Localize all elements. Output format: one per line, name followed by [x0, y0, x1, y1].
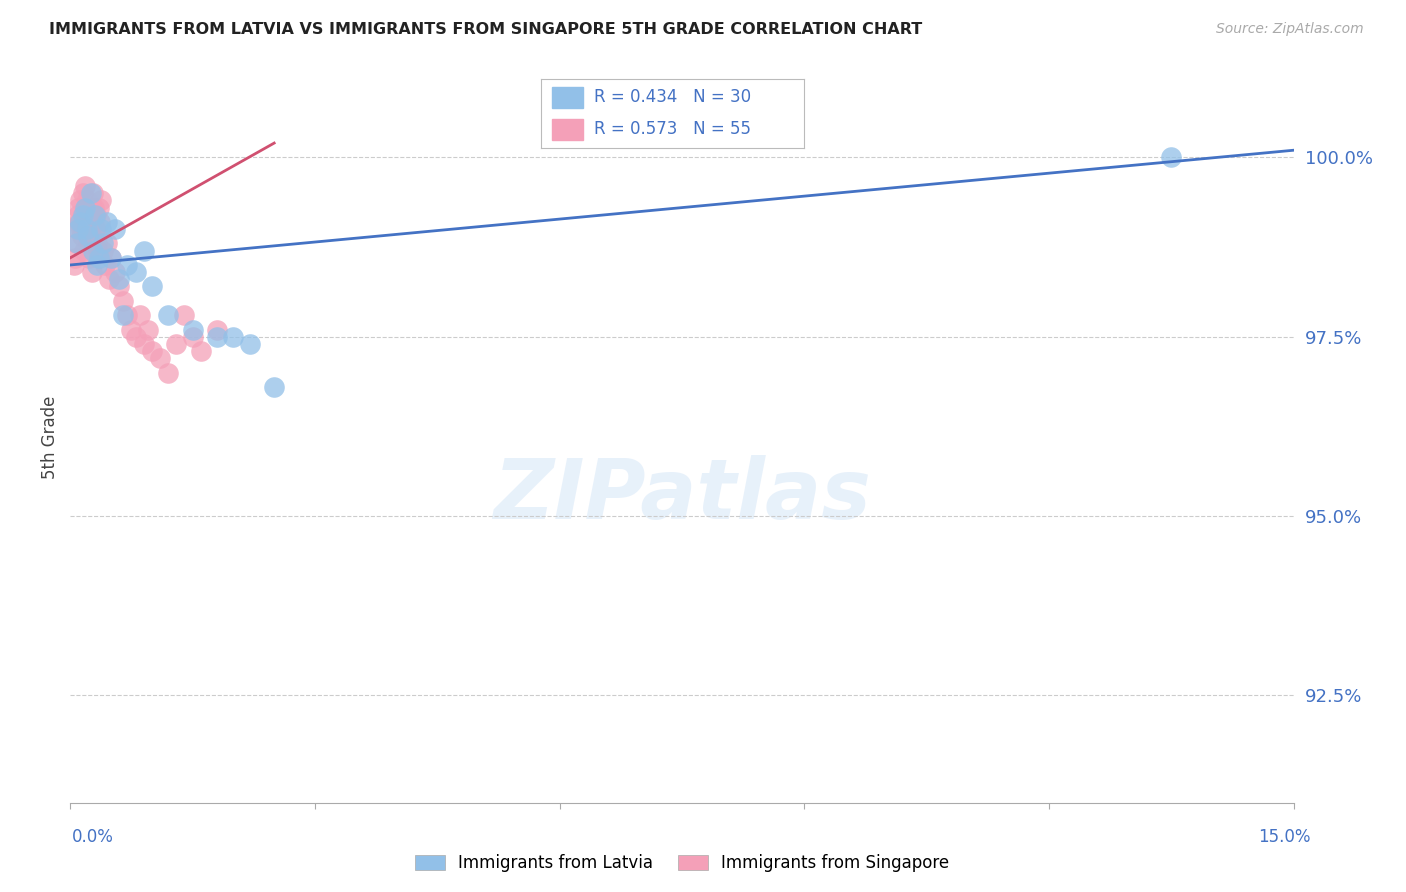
- Point: [165, 336, 187, 351]
- Point: [83, 201, 105, 215]
- Point: [76, 222, 98, 236]
- Point: [87, 201, 110, 215]
- Point: [87, 244, 110, 258]
- Point: [73, 244, 96, 258]
- Point: [83, 222, 105, 236]
- Point: [181, 329, 204, 343]
- Point: [63, 258, 86, 272]
- Point: [82, 201, 104, 215]
- Point: [70, 222, 93, 236]
- Point: [66, 236, 89, 251]
- Point: [65, 236, 87, 251]
- Point: [98, 272, 121, 286]
- Point: [82, 244, 104, 258]
- Point: [72, 208, 94, 222]
- Point: [1160, 150, 1182, 164]
- Text: IMMIGRANTS FROM LATVIA VS IMMIGRANTS FROM SINGAPORE 5TH GRADE CORRELATION CHART: IMMIGRANTS FROM LATVIA VS IMMIGRANTS FRO…: [49, 22, 922, 37]
- Point: [108, 279, 131, 293]
- Point: [157, 308, 180, 322]
- Point: [69, 194, 91, 208]
- Point: [222, 329, 245, 343]
- Point: [108, 272, 131, 286]
- Point: [76, 194, 98, 208]
- Point: [96, 215, 118, 229]
- Point: [63, 251, 86, 265]
- Point: [121, 322, 143, 336]
- Point: [104, 222, 127, 236]
- Point: [66, 222, 89, 236]
- Point: [112, 293, 135, 308]
- Point: [67, 215, 90, 229]
- Point: [91, 244, 114, 258]
- Point: [66, 208, 89, 222]
- Point: [90, 194, 112, 208]
- Point: [79, 229, 103, 244]
- Text: 15.0%: 15.0%: [1258, 828, 1310, 846]
- Point: [173, 308, 195, 322]
- Point: [136, 322, 159, 336]
- Point: [77, 236, 100, 251]
- Point: [73, 201, 96, 215]
- Point: [69, 215, 91, 229]
- Point: [104, 265, 127, 279]
- Text: 0.0%: 0.0%: [72, 828, 114, 846]
- Point: [76, 222, 98, 236]
- Point: [83, 208, 105, 222]
- Point: [239, 336, 262, 351]
- Point: [67, 201, 90, 215]
- Point: [132, 244, 155, 258]
- Point: [89, 215, 111, 229]
- Point: [100, 251, 122, 265]
- Point: [96, 236, 118, 251]
- Point: [132, 336, 155, 351]
- Point: [124, 265, 146, 279]
- Point: [205, 329, 228, 343]
- Point: [93, 258, 115, 272]
- Point: [72, 208, 94, 222]
- Point: [149, 351, 172, 366]
- Point: [80, 265, 103, 279]
- Text: ZIPatlas: ZIPatlas: [494, 455, 870, 536]
- Point: [79, 186, 103, 201]
- Point: [84, 222, 107, 236]
- Point: [86, 258, 108, 272]
- Y-axis label: 5th Grade: 5th Grade: [41, 395, 59, 479]
- Point: [157, 366, 180, 380]
- Point: [72, 186, 94, 201]
- Point: [112, 308, 135, 322]
- Point: [205, 322, 228, 336]
- Point: [82, 186, 104, 201]
- Point: [75, 201, 97, 215]
- Point: [124, 329, 146, 343]
- Legend: Immigrants from Latvia, Immigrants from Singapore: Immigrants from Latvia, Immigrants from …: [408, 847, 956, 879]
- Point: [86, 208, 108, 222]
- Point: [128, 308, 150, 322]
- Point: [263, 380, 285, 394]
- Point: [86, 236, 108, 251]
- Point: [79, 215, 101, 229]
- Point: [141, 344, 163, 359]
- Point: [73, 179, 96, 194]
- Text: Source: ZipAtlas.com: Source: ZipAtlas.com: [1216, 22, 1364, 37]
- Point: [141, 279, 163, 293]
- Point: [100, 251, 122, 265]
- Point: [77, 251, 100, 265]
- Point: [77, 229, 100, 244]
- Point: [91, 236, 114, 251]
- Point: [87, 251, 110, 265]
- Point: [67, 222, 90, 236]
- Point: [117, 258, 139, 272]
- Point: [117, 308, 139, 322]
- Point: [190, 344, 212, 359]
- Point: [181, 322, 204, 336]
- Point: [70, 229, 93, 244]
- Point: [90, 222, 112, 236]
